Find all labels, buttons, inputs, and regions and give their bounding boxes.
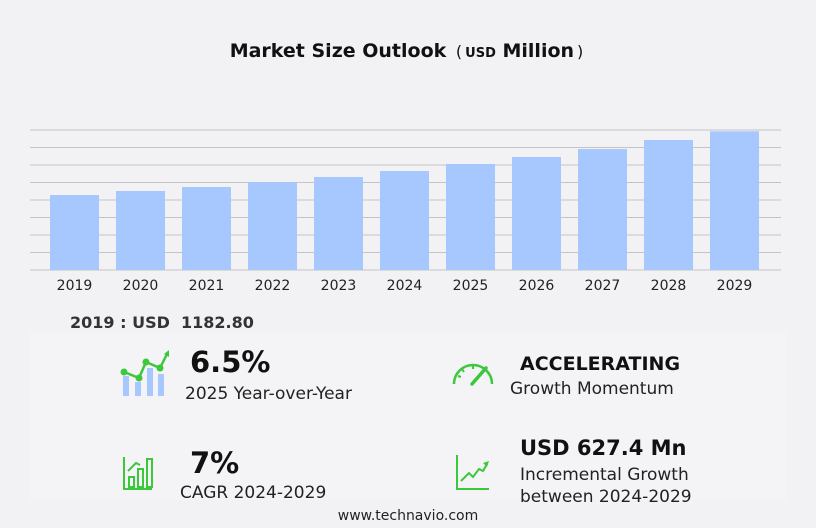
- x-tick-label: 2021: [189, 278, 225, 294]
- incremental-period: between 2024-2029: [520, 487, 692, 507]
- bar-2026: [512, 157, 561, 270]
- bar-2022: [248, 181, 297, 270]
- x-tick-label: 2029: [717, 278, 753, 294]
- cagr-label: CAGR 2024-2029: [180, 483, 327, 503]
- stats-panel: [30, 332, 786, 500]
- bar-2024: [380, 171, 429, 270]
- incremental-label: Incremental Growth: [520, 465, 689, 485]
- bar-2025: [446, 163, 495, 270]
- x-tick-label: 2026: [519, 278, 555, 294]
- speedometer-icon: [452, 363, 494, 386]
- yoy-value: 6.5%: [190, 345, 271, 379]
- bar-2020: [116, 190, 165, 270]
- bar-2021: [182, 187, 231, 270]
- x-tick-label: 2025: [453, 278, 489, 294]
- x-tick-label: 2019: [57, 278, 93, 294]
- chart-title: Market Size Outlook (USD Million): [229, 40, 584, 62]
- bar-2029: [710, 131, 759, 270]
- momentum-label: Growth Momentum: [510, 379, 674, 399]
- bar-2023: [314, 176, 363, 270]
- x-tick-label: 2027: [585, 278, 621, 294]
- yoy-label: 2025 Year-over-Year: [185, 384, 352, 404]
- bar-2028: [644, 140, 693, 270]
- momentum-value: ACCELERATING: [520, 353, 681, 375]
- line-growth-icon: [456, 455, 489, 490]
- x-tick-label: 2020: [123, 278, 159, 294]
- x-tick-label: 2023: [321, 278, 357, 294]
- x-tick-label: 2022: [255, 278, 291, 294]
- footer-url: www.technavio.com: [337, 508, 479, 524]
- bar-2019: [50, 195, 99, 270]
- x-tick-label: 2024: [387, 278, 423, 294]
- x-tick-label: 2028: [651, 278, 687, 294]
- growth-chart-icon: [120, 350, 169, 396]
- bar-chart: 2019 2020 2021 2022 2023 2024 2025 2026 2027 2028…: [30, 129, 781, 294]
- base-year-value: 2019 : USD 1182.80: [70, 313, 254, 332]
- bar-2027: [578, 149, 627, 270]
- bar-growth-icon: [123, 457, 153, 490]
- cagr-value: 7%: [190, 446, 240, 480]
- incremental-value: USD 627.4 Mn: [520, 436, 687, 460]
